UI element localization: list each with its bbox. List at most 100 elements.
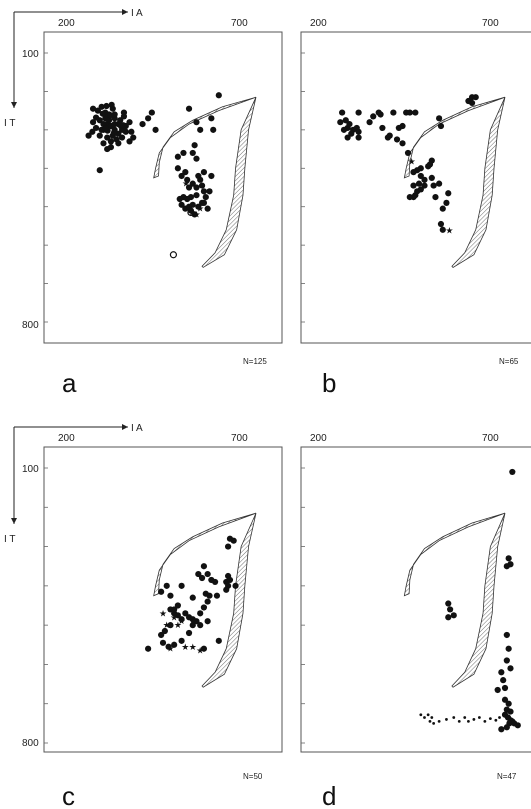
- data-point: [507, 665, 514, 672]
- data-point: [421, 176, 428, 183]
- data-point: [189, 149, 196, 157]
- data-point: [189, 622, 196, 629]
- data-point-star: ★: [189, 617, 197, 627]
- data-point: [366, 119, 373, 126]
- data-point-small: [477, 716, 481, 719]
- data-point: [159, 639, 167, 646]
- data-point: [501, 684, 509, 692]
- data-point: [171, 606, 178, 613]
- data-point: [96, 167, 103, 174]
- data-point: [189, 201, 196, 208]
- data-point: [145, 115, 152, 122]
- data-point: [406, 194, 413, 201]
- data-point: [443, 199, 450, 206]
- data-point: [197, 126, 204, 133]
- data-point: [501, 696, 509, 703]
- data-point-star: ★: [196, 647, 204, 657]
- points-c: ★★★★★★ ★ ★ ★★: [44, 467, 257, 744]
- data-point: [197, 622, 204, 629]
- data-point: [198, 574, 206, 582]
- data-point: [393, 136, 401, 143]
- panel-a-frame: [43, 31, 283, 344]
- data-point: [126, 138, 133, 145]
- data-point: [200, 199, 208, 206]
- data-point: [200, 563, 208, 570]
- data-point: [503, 724, 510, 731]
- data-point: [195, 203, 202, 210]
- data-point: [208, 115, 215, 122]
- data-point: [445, 600, 452, 607]
- y-axis-label: I T: [4, 118, 15, 129]
- data-point: [195, 172, 202, 180]
- data-point: [176, 195, 183, 203]
- data-point: [189, 180, 196, 187]
- data-point-small: [498, 716, 501, 719]
- data-point: [412, 192, 419, 199]
- data-point: [130, 134, 137, 141]
- data-point: [174, 602, 181, 609]
- data-point: [148, 109, 155, 116]
- data-point: [346, 120, 353, 128]
- data-point: [178, 616, 185, 623]
- points-b: ★★: [301, 52, 506, 323]
- data-point: [165, 643, 172, 650]
- data-point: [99, 110, 106, 117]
- data-point: [107, 112, 114, 119]
- y-axis-label: I T: [4, 534, 15, 545]
- data-point: [145, 645, 152, 652]
- data-point: [348, 130, 355, 137]
- n-count: N=47: [497, 772, 517, 781]
- panel-d: 200 700 N=47: [300, 433, 531, 781]
- boundary-band-right: [451, 513, 506, 688]
- data-point: [445, 190, 452, 197]
- data-point: [193, 119, 200, 126]
- data-point: [503, 563, 510, 570]
- data-point-small: [457, 719, 461, 723]
- data-point: [178, 637, 185, 644]
- data-point: [210, 126, 217, 133]
- data-point: [439, 226, 446, 233]
- data-point: [447, 606, 454, 613]
- panel-letter-a: a: [62, 368, 77, 398]
- data-point: [503, 657, 510, 664]
- data-point: [120, 109, 128, 116]
- x-arrowhead: [122, 424, 128, 430]
- data-point: [111, 120, 118, 128]
- data-point: [115, 140, 122, 147]
- data-point-star: ★: [196, 205, 204, 215]
- data-point: [152, 126, 159, 133]
- data-point: [104, 145, 111, 153]
- data-point-small: [426, 713, 430, 717]
- data-point-small: [432, 721, 436, 725]
- data-point-star: ★: [178, 617, 186, 627]
- data-point: [89, 105, 97, 112]
- y-arrowhead: [11, 518, 17, 524]
- data-point: [193, 184, 200, 191]
- n-count: N=50: [243, 772, 263, 781]
- data-point: [436, 180, 443, 187]
- data-point-small: [428, 719, 432, 723]
- data-point-star: ★: [188, 208, 196, 218]
- panel-b-frame: [300, 31, 531, 344]
- x-tick-700: 700: [482, 433, 499, 444]
- panel-d-frame: [300, 446, 531, 753]
- data-point: [104, 134, 111, 141]
- data-point: [415, 180, 423, 187]
- data-point-star: ★: [159, 609, 167, 619]
- data-point: [404, 149, 412, 157]
- data-point: [103, 102, 110, 110]
- data-point: [200, 604, 208, 611]
- boundary-band-left: [153, 512, 257, 597]
- data-point: [206, 188, 213, 195]
- data-point: [158, 588, 165, 595]
- data-point: [139, 120, 146, 128]
- data-point: [494, 686, 501, 694]
- data-point: [94, 107, 101, 114]
- data-point: [191, 142, 198, 149]
- data-point: [198, 182, 206, 189]
- data-point: [437, 220, 445, 228]
- data-point-small: [483, 719, 487, 723]
- data-point: [410, 169, 417, 176]
- data-point: [339, 109, 346, 116]
- data-point-star: ★: [163, 621, 171, 631]
